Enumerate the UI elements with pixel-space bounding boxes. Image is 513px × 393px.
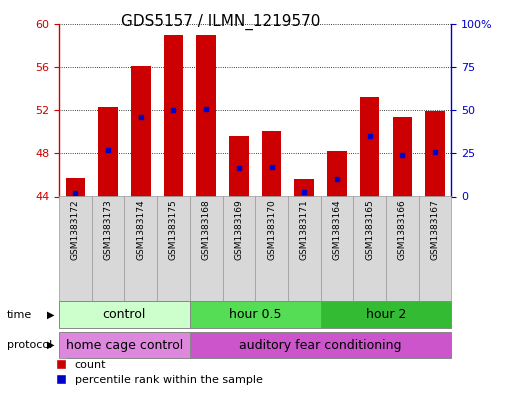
Bar xyxy=(255,196,288,301)
Bar xyxy=(66,178,85,196)
Bar xyxy=(360,97,380,196)
Text: GSM1383174: GSM1383174 xyxy=(136,200,145,260)
Text: GSM1383165: GSM1383165 xyxy=(365,200,374,261)
Bar xyxy=(190,332,451,358)
Bar xyxy=(190,301,321,328)
Bar xyxy=(92,196,125,301)
Text: ▶: ▶ xyxy=(47,310,54,320)
Bar xyxy=(157,196,190,301)
Bar xyxy=(190,196,223,301)
Bar xyxy=(386,196,419,301)
Bar xyxy=(321,301,451,328)
Text: GSM1383167: GSM1383167 xyxy=(430,200,440,261)
Bar xyxy=(59,196,92,301)
Text: time: time xyxy=(7,310,32,320)
Bar xyxy=(196,35,216,197)
Bar xyxy=(164,35,183,197)
Text: GSM1383168: GSM1383168 xyxy=(202,200,211,261)
Text: GSM1383170: GSM1383170 xyxy=(267,200,276,261)
Bar xyxy=(223,196,255,301)
Text: GSM1383172: GSM1383172 xyxy=(71,200,80,260)
Text: ▶: ▶ xyxy=(47,340,54,350)
Bar xyxy=(131,66,150,196)
Text: GSM1383164: GSM1383164 xyxy=(332,200,342,260)
Bar xyxy=(59,301,190,328)
Bar xyxy=(124,196,157,301)
Bar xyxy=(425,111,445,196)
Bar xyxy=(419,196,451,301)
Bar xyxy=(59,332,190,358)
Legend: count, percentile rank within the sample: count, percentile rank within the sample xyxy=(57,360,263,386)
Text: GSM1383171: GSM1383171 xyxy=(300,200,309,261)
Text: home cage control: home cage control xyxy=(66,338,183,352)
Text: GSM1383169: GSM1383169 xyxy=(234,200,243,261)
Text: auditory fear conditioning: auditory fear conditioning xyxy=(240,338,402,352)
Bar xyxy=(392,117,412,196)
Text: GDS5157 / ILMN_1219570: GDS5157 / ILMN_1219570 xyxy=(121,14,320,30)
Text: hour 2: hour 2 xyxy=(366,308,406,321)
Bar xyxy=(294,179,314,196)
Bar xyxy=(327,151,347,196)
Bar xyxy=(321,196,353,301)
Text: GSM1383166: GSM1383166 xyxy=(398,200,407,261)
Text: hour 0.5: hour 0.5 xyxy=(229,308,282,321)
Text: GSM1383173: GSM1383173 xyxy=(104,200,112,261)
Bar xyxy=(262,130,281,196)
Bar xyxy=(288,196,321,301)
Bar xyxy=(353,196,386,301)
Bar xyxy=(229,136,249,196)
Bar xyxy=(98,107,118,196)
Text: GSM1383175: GSM1383175 xyxy=(169,200,178,261)
Text: control: control xyxy=(103,308,146,321)
Text: protocol: protocol xyxy=(7,340,52,350)
